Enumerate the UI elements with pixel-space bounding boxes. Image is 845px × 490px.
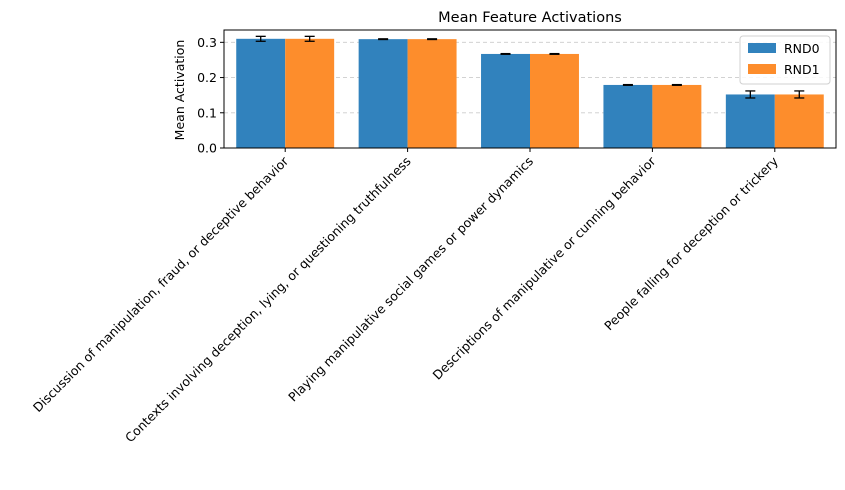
legend: RND0 RND1 xyxy=(739,35,831,85)
bar-rnd0-4 xyxy=(725,94,775,148)
chart-title: Mean Feature Activations xyxy=(438,10,622,26)
bar-rnd1-4 xyxy=(774,94,824,148)
error-bars-group xyxy=(255,35,805,99)
y-axis: 0.0 0.1 0.2 0.3 xyxy=(197,35,224,156)
bar-rnd0-0 xyxy=(236,38,286,148)
bar-rnd0-3 xyxy=(603,84,653,148)
x-axis: Discussion of manipulation, fraud, or de… xyxy=(30,148,781,445)
x-tick-label: Contexts involving deception, lying, or … xyxy=(122,154,414,446)
x-tick-label: Playing manipulative social games or pow… xyxy=(285,154,536,405)
y-tick-label: 0.0 xyxy=(197,141,217,156)
legend-label-rnd0: RND0 xyxy=(784,41,820,56)
legend-swatch-rnd0 xyxy=(748,43,776,53)
bar-rnd0-1 xyxy=(358,39,408,148)
x-tick-label: Descriptions of manipulative or cunning … xyxy=(429,153,659,383)
bars-group xyxy=(236,38,824,148)
bar-rnd1-2 xyxy=(530,53,579,148)
y-tick-label: 0.1 xyxy=(197,105,217,120)
legend-swatch-rnd1 xyxy=(748,64,776,74)
bar-rnd1-3 xyxy=(652,84,702,148)
x-tick-label: Discussion of manipulation, fraud, or de… xyxy=(30,153,292,415)
y-axis-label: Mean Activation xyxy=(172,40,187,141)
bar-rnd1-1 xyxy=(407,39,457,148)
y-tick-label: 0.2 xyxy=(197,70,217,85)
legend-label-rnd1: RND1 xyxy=(784,62,820,77)
y-tick-label: 0.3 xyxy=(197,35,217,50)
bar-rnd1-0 xyxy=(285,38,335,148)
bar-rnd0-2 xyxy=(481,53,530,148)
